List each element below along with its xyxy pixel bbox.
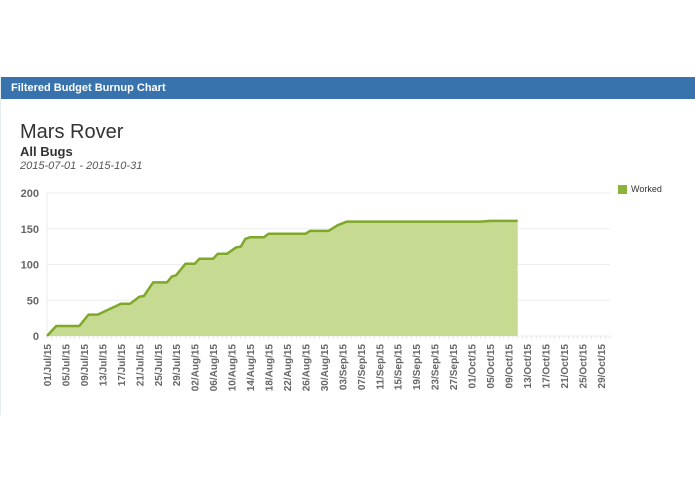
x-tick-label: 03/Sep/15 — [338, 344, 349, 391]
y-tick-label: 0 — [33, 331, 39, 343]
x-tick-label: 27/Sep/15 — [449, 344, 460, 391]
x-tick-label: 29/Oct/15 — [597, 344, 608, 389]
chart-legend[interactable]: Worked — [618, 184, 662, 194]
y-tick-label: 150 — [21, 224, 39, 236]
x-tick-label: 21/Jul/15 — [135, 344, 146, 387]
x-tick-label: 09/Jul/15 — [80, 344, 91, 387]
x-tick-label: 18/Aug/15 — [265, 344, 276, 392]
x-tick-label: 11/Sep/15 — [375, 344, 386, 390]
x-tick-label: 17/Oct/15 — [541, 344, 552, 389]
panel-header: Filtered Budget Burnup Chart — [1, 77, 695, 99]
legend-label-worked: Worked — [631, 184, 662, 194]
x-tick-label: 25/Jul/15 — [154, 344, 165, 387]
legend-swatch-worked — [618, 184, 627, 194]
date-range: 2015-07-01 - 2015-10-31 — [20, 160, 143, 172]
x-tick-label: 14/Aug/15 — [246, 344, 257, 392]
x-tick-label: 01/Oct/15 — [468, 344, 479, 389]
x-tick-label: 19/Sep/15 — [412, 344, 423, 391]
x-tick-label: 06/Aug/15 — [209, 344, 220, 392]
burnup-chart-panel: Filtered Budget Burnup Chart Mars Rover … — [0, 77, 695, 415]
x-tick-label: 23/Sep/15 — [431, 344, 442, 391]
chart-subtitle: All Bugs — [20, 144, 73, 159]
x-tick-label: 26/Aug/15 — [301, 344, 312, 392]
series-line-worked — [46, 219, 518, 337]
x-tick-label: 02/Aug/15 — [191, 344, 202, 392]
x-tick-label: 15/Sep/15 — [394, 344, 405, 391]
x-tick-label: 21/Oct/15 — [560, 344, 571, 389]
chart-title: Mars Rover — [20, 121, 124, 143]
x-tick-label: 05/Jul/15 — [61, 344, 72, 387]
x-tick-label: 09/Oct/15 — [504, 344, 515, 389]
x-tick-label: 10/Aug/15 — [228, 344, 239, 392]
x-tick-label: 29/Jul/15 — [172, 344, 183, 387]
x-tick-label: 07/Sep/15 — [357, 344, 368, 391]
series-area-worked — [47, 220, 518, 336]
x-tick-label: 17/Jul/15 — [117, 344, 128, 387]
x-tick-label: 05/Oct/15 — [486, 344, 497, 389]
x-tick-label: 01/Jul/15 — [43, 344, 54, 387]
x-tick-label: 30/Aug/15 — [320, 344, 331, 392]
x-tick-label: 22/Aug/15 — [283, 344, 294, 392]
y-tick-label: 200 — [21, 188, 39, 200]
y-tick-label: 50 — [27, 295, 39, 307]
y-tick-label: 100 — [21, 260, 39, 272]
x-tick-label: 13/Oct/15 — [523, 344, 534, 389]
x-tick-label: 25/Oct/15 — [578, 344, 589, 389]
x-tick-label: 13/Jul/15 — [98, 344, 109, 387]
